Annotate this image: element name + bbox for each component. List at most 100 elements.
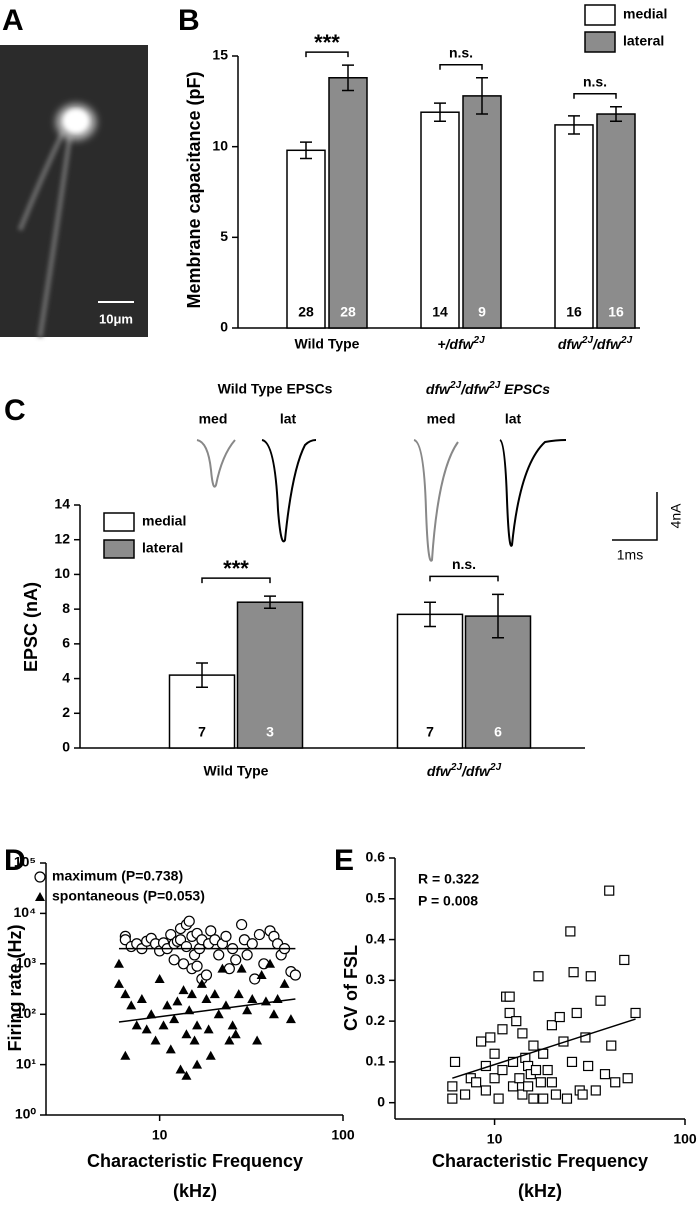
y-tick-label: 12 [54,530,70,546]
y-tick-label: 4 [62,669,70,685]
y-tick-label: 0 [220,319,228,335]
point [493,1093,504,1104]
trace-label: lat [280,411,297,427]
x-tick-label: Wild Type [295,336,360,352]
point [590,1085,601,1096]
annotation: R = 0.322 [418,871,479,887]
trace-lateral [261,439,317,543]
legend-label: medial [623,6,667,22]
point [203,1024,214,1034]
point [606,1040,617,1051]
y-axis-label: CV of FSL [341,945,361,1031]
point [224,1035,235,1045]
point [172,996,183,1006]
point [146,1009,157,1019]
point [113,958,124,968]
significance-label: *** [223,556,249,581]
point [554,1011,565,1023]
point [507,1056,519,1068]
point [242,1005,253,1015]
significance-bracket [573,93,617,99]
y-tick-label: 14 [54,496,70,512]
legend-label: spontaneous (P=0.053) [52,888,205,904]
point [230,954,242,966]
point [268,1009,279,1019]
point [220,930,232,942]
error-bar [610,106,622,123]
error-bar [424,601,436,628]
point [256,969,267,979]
point [200,969,213,981]
y-tick-label: 10⁰ [15,1106,37,1122]
point [630,1007,641,1019]
y-tick-label: 0.2 [366,1012,386,1028]
point [205,925,217,937]
n-label: 16 [566,304,582,320]
point [191,960,203,972]
scale-bar-label: 4nA [668,503,684,529]
point [517,1089,528,1100]
error-bar [476,77,488,115]
error-bar [434,102,446,123]
point [236,918,248,931]
y-tick-label: 0.5 [366,889,386,905]
y-tick-label: 2 [62,704,70,720]
error-bar [342,64,354,92]
trace-title: dfw2J/dfw2J EPSCs [426,380,550,397]
point [610,1077,621,1088]
error-bar [568,115,580,135]
y-tick-label: 10³ [16,955,37,971]
y-tick-label: 0.3 [366,971,386,987]
n-label: 28 [298,304,314,320]
point [241,949,253,961]
point [528,1093,539,1104]
point [546,1077,557,1088]
point [571,1007,582,1019]
soma [63,109,89,133]
point [165,1044,176,1054]
point [186,989,197,999]
point [168,954,180,966]
point [213,1009,224,1019]
trace-label: lat [505,411,522,427]
n-label: 6 [494,724,502,740]
point [497,1064,508,1076]
y-tick-label: 5 [220,228,228,244]
point [489,1073,500,1084]
point [538,1093,549,1104]
x-axis-label: Characteristic Frequency [432,1151,648,1171]
point [585,971,596,982]
point [175,1064,186,1074]
point [141,1024,152,1034]
point [253,928,266,941]
x-tick-label: dfw2J/dfw2J [427,762,502,779]
point [246,938,258,950]
significance-bracket [439,64,483,70]
point [604,885,615,896]
point [619,954,630,966]
x-axis-label: (kHz) [518,1181,562,1201]
n-label: 14 [432,304,448,320]
panel-label: D [4,844,26,877]
panel-label: A [2,4,24,37]
point [528,1040,539,1051]
bar [286,149,326,329]
micrograph: 10μm A [0,4,148,338]
annotation: P = 0.008 [418,893,478,909]
legend-swatch [584,4,616,26]
error-bar [300,141,312,160]
x-tick-label: dfw2J/dfw2J [558,335,633,352]
legend-swatch [103,512,135,532]
point [126,1000,137,1010]
point [550,1089,562,1100]
significance-label: n.s. [452,556,476,572]
point [471,1077,482,1088]
error-bar [264,595,276,610]
y-tick-label: 10⁵ [14,854,36,870]
point [150,1035,161,1045]
point [120,989,131,999]
point [158,1020,169,1030]
point [577,1089,588,1100]
point [189,1035,200,1045]
